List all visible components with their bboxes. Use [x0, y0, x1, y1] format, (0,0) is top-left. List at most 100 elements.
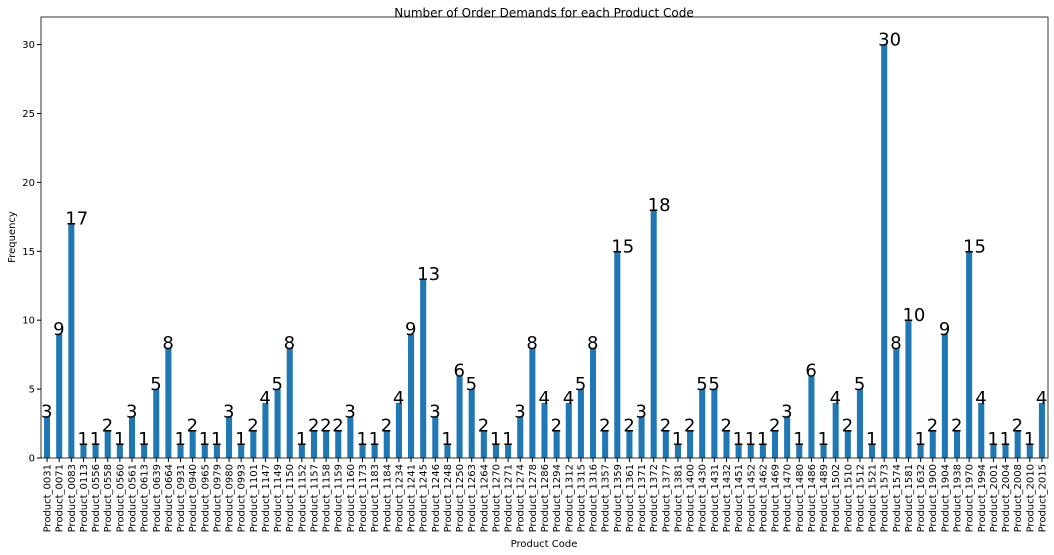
x-tick-label: Product_1316: [589, 464, 600, 532]
x-tick-label: Product_1510: [843, 464, 854, 532]
bar: [432, 416, 439, 458]
value-label: 3: [636, 402, 647, 423]
value-label: 13: [417, 264, 440, 285]
x-tick-label: Product_1263: [467, 464, 478, 532]
value-label: 2: [599, 415, 610, 436]
x-tick-label: Product_1184: [382, 464, 393, 532]
value-label: 3: [781, 402, 792, 423]
value-label: 8: [526, 333, 537, 354]
bar: [250, 430, 257, 458]
bar: [420, 278, 427, 458]
value-label: 5: [854, 374, 865, 395]
value-label: 8: [890, 333, 901, 354]
value-label: 3: [223, 402, 234, 423]
bar: [226, 416, 233, 458]
value-label: 3: [429, 402, 440, 423]
x-tick-label: Product_1157: [309, 464, 320, 532]
bar: [153, 389, 160, 458]
x-tick-label: Product_1150: [285, 464, 296, 532]
x-tick-label: Product_1430: [698, 464, 709, 532]
value-label: 5: [708, 374, 719, 395]
x-tick-label: Product_0561: [127, 464, 138, 532]
x-tick-label: Product_1521: [868, 464, 879, 532]
value-label: 1: [77, 429, 88, 450]
x-tick-label: Product_0931: [176, 464, 187, 532]
bar: [201, 444, 208, 458]
bar: [213, 444, 220, 458]
value-label: 1: [818, 429, 829, 450]
x-tick-label: Product_1234: [394, 464, 405, 532]
x-tick-label: Product_1147: [261, 464, 272, 532]
x-tick-label: Product_1158: [322, 464, 333, 532]
bar: [383, 430, 390, 458]
bar: [808, 375, 815, 458]
x-tick-label: Product_2015: [1037, 464, 1048, 532]
bar: [687, 430, 694, 458]
bar: [796, 444, 803, 458]
x-tick-label: Product_1250: [455, 464, 466, 532]
bar: [966, 251, 973, 458]
value-label: 1: [987, 429, 998, 450]
x-tick-label: Product_1512: [855, 464, 866, 532]
x-tick-label: Product_2010: [1025, 464, 1036, 532]
value-label: 9: [53, 319, 64, 340]
value-label: 15: [963, 236, 986, 257]
bar: [468, 389, 475, 458]
value-label: 1: [211, 429, 222, 450]
value-label: 1: [915, 429, 926, 450]
y-axis-label: Frequency: [7, 211, 18, 263]
bar: [298, 444, 305, 458]
x-tick-label: Product_1361: [625, 464, 636, 532]
value-label: 2: [1012, 415, 1023, 436]
bar: [711, 389, 718, 458]
value-label: 9: [939, 319, 950, 340]
bar: [56, 333, 63, 458]
bar: [565, 402, 572, 458]
value-label: 18: [648, 195, 671, 216]
bar: [141, 444, 148, 458]
x-tick-label: Product_1357: [601, 464, 612, 532]
x-axis-label: Product Code: [511, 539, 578, 550]
y-tick-label: 30: [22, 40, 35, 51]
bar: [941, 333, 948, 458]
value-label: 1: [114, 429, 125, 450]
x-tick-label: Product_1431: [710, 464, 721, 532]
bar: [517, 416, 524, 458]
value-label: 1: [757, 429, 768, 450]
x-tick-label: Product_1241: [407, 464, 418, 532]
value-label: 5: [696, 374, 707, 395]
x-tick-label: Product_1381: [673, 464, 684, 532]
x-tick-label: Product_1574: [892, 464, 903, 532]
value-label: 1: [502, 429, 513, 450]
value-label: 6: [454, 360, 465, 381]
x-tick-label: Product_1274: [516, 464, 527, 532]
value-label: 1: [745, 429, 756, 450]
x-tick-label: Product_1469: [771, 464, 782, 532]
value-label: 2: [308, 415, 319, 436]
bar: [68, 223, 75, 458]
x-tick-label: Product_1160: [346, 464, 357, 532]
x-tick-label: Product_1270: [491, 464, 502, 532]
x-tick-label: Product_0993: [237, 464, 248, 532]
x-tick-label: Product_1451: [734, 464, 745, 532]
value-label: 1: [490, 429, 501, 450]
bar: [820, 444, 827, 458]
bar: [1038, 402, 1045, 458]
bar: [553, 430, 560, 458]
bar: [1002, 444, 1009, 458]
value-label: 2: [769, 415, 780, 436]
bar: [80, 444, 87, 458]
bar: [274, 389, 281, 458]
x-tick-label: Product_0613: [140, 464, 151, 532]
y-tick-label: 0: [29, 454, 35, 465]
value-label: 1: [866, 429, 877, 450]
value-label: 2: [247, 415, 258, 436]
x-tick-label: Product_1359: [613, 464, 624, 532]
x-tick-label: Product_1489: [819, 464, 830, 532]
value-label: 6: [805, 360, 816, 381]
x-tick-label: Product_1152: [297, 464, 308, 532]
x-tick-label: Product_1632: [916, 464, 927, 532]
bar: [990, 444, 997, 458]
plot-frame: [40, 16, 1049, 459]
value-label: 1: [90, 429, 101, 450]
